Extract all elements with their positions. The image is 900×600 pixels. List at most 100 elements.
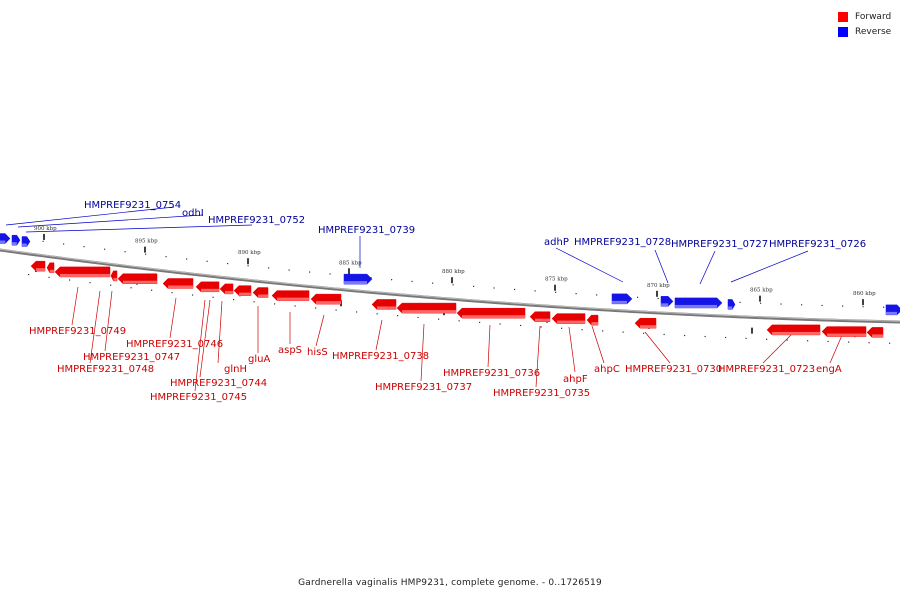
minor-tick-dots [22, 238, 891, 344]
tick-mark-upper [862, 299, 864, 306]
reverse-gene-label: HMPREF9231_0754 [84, 200, 181, 211]
dot-lower [643, 332, 645, 334]
gene-shade [0, 240, 6, 244]
forward-gene-label: HMPREF9231_0736 [443, 368, 540, 379]
tick-mark-lower [751, 327, 753, 334]
dot-lower [253, 301, 255, 303]
forward-gene-label: engA [816, 364, 842, 375]
forward-gene-label: HMPREF9231_0748 [57, 364, 154, 375]
dot-upper [124, 251, 126, 253]
dot-lower [766, 338, 768, 340]
dot-lower [479, 321, 481, 324]
gene-shade [402, 310, 456, 314]
tick-mark-upper [144, 246, 146, 253]
dot-lower [335, 309, 337, 311]
dot-lower [663, 333, 665, 336]
reverse-leader-line [5, 206, 175, 226]
forward-leader-line [568, 326, 576, 373]
forward-leader-line [169, 297, 177, 339]
dot-lower [499, 323, 501, 325]
tick-label: 870 kbp [647, 283, 670, 289]
dot-upper [104, 248, 106, 250]
dot-upper [145, 253, 147, 255]
reverse-leader-line [17, 214, 204, 228]
reverse-leader-line [555, 247, 624, 283]
reverse-leader-line [25, 224, 253, 233]
dot-upper [555, 291, 557, 293]
reverse-leader-line [730, 250, 809, 283]
dot-lower [171, 292, 173, 294]
tick-mark-upper [348, 268, 350, 275]
gene-shade [557, 320, 585, 324]
dot-lower [315, 307, 317, 309]
tick-mark-upper [759, 295, 761, 302]
dot-lower [397, 315, 399, 317]
dot-lower [438, 318, 440, 320]
tick-label: 880 kbp [442, 269, 465, 275]
forward-leader-line [375, 319, 383, 351]
gene-shade [728, 306, 733, 310]
reverse-gene-label: HMPREF9231_0739 [318, 225, 415, 236]
dot-upper [760, 302, 762, 304]
dot-upper [862, 306, 864, 308]
tick-label: 860 kbp [853, 291, 876, 297]
gene-features [0, 233, 900, 338]
dot-lower [561, 327, 563, 329]
dot-lower [520, 324, 522, 327]
forward-swatch [838, 11, 848, 22]
tick-mark-upper [43, 233, 45, 240]
gene-shade [661, 303, 669, 307]
forward-gene-label: ahpF [563, 374, 588, 385]
dot-lower [192, 294, 194, 296]
dot-lower [89, 282, 91, 284]
dot-lower [130, 287, 132, 289]
dot-upper [821, 304, 823, 307]
forward-gene-label: HMPREF9231_0723 [718, 364, 815, 375]
forward-leader-line [71, 286, 79, 326]
dot-upper [268, 267, 270, 269]
gene-shade [113, 277, 117, 281]
dot-lower [28, 274, 30, 276]
dot-lower [69, 279, 71, 281]
dot-upper [657, 297, 659, 300]
dot-upper [165, 256, 167, 258]
gene-shade [258, 294, 268, 298]
forward-leader-line [89, 290, 101, 364]
forward-gene-label: HMPREF9231_0730 [625, 364, 722, 375]
dot-upper [247, 265, 249, 267]
reverse-gene-label: HMPREF9231_0727 [671, 239, 768, 250]
dot-upper [63, 243, 65, 245]
forward-gene-label: HMPREF9231_0738 [332, 351, 429, 362]
dot-upper [227, 262, 229, 265]
dot-lower [233, 298, 235, 301]
dot-upper [452, 284, 454, 286]
forward-leader-line [762, 332, 794, 364]
gene-shade [462, 315, 525, 319]
dot-upper [391, 279, 393, 281]
reverse-leader-line [654, 249, 669, 284]
dot-lower [581, 329, 583, 331]
dot-lower [745, 337, 747, 339]
gene-shade [827, 333, 866, 337]
dot-lower [376, 313, 378, 315]
dot-upper [42, 240, 44, 242]
dot-upper [83, 246, 85, 248]
gene-shade [36, 268, 45, 272]
gene-shade [277, 297, 309, 301]
reverse-gene-label: HMPREF9231_0726 [769, 239, 866, 250]
forward-leader-line [591, 325, 605, 364]
dot-lower [294, 305, 296, 307]
legend: Forward Reverse [838, 9, 898, 39]
dot-upper [473, 285, 475, 288]
dot-upper [534, 290, 536, 292]
forward-gene-label: HMPREF9231_0746 [126, 339, 223, 350]
dot-lower [704, 335, 706, 338]
forward-gene-label: HMPREF9231_0747 [83, 352, 180, 363]
dot-upper [186, 258, 188, 260]
gene-shade [886, 311, 897, 315]
dot-upper [637, 296, 639, 298]
dot-lower [684, 334, 686, 337]
label-leader-lines [5, 206, 844, 392]
reverse-gene-label: adhP [544, 237, 569, 248]
